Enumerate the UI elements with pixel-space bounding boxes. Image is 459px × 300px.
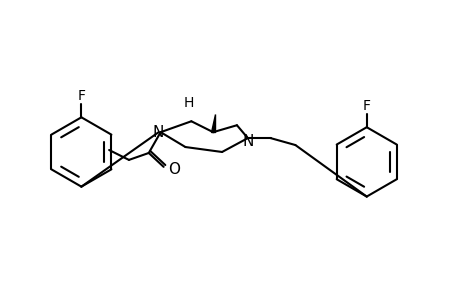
Text: N: N — [241, 134, 253, 148]
Polygon shape — [211, 114, 215, 132]
Text: F: F — [362, 99, 370, 113]
Text: O: O — [168, 162, 180, 177]
Text: N: N — [153, 125, 164, 140]
Text: H: H — [183, 96, 193, 110]
Text: F: F — [77, 89, 85, 103]
